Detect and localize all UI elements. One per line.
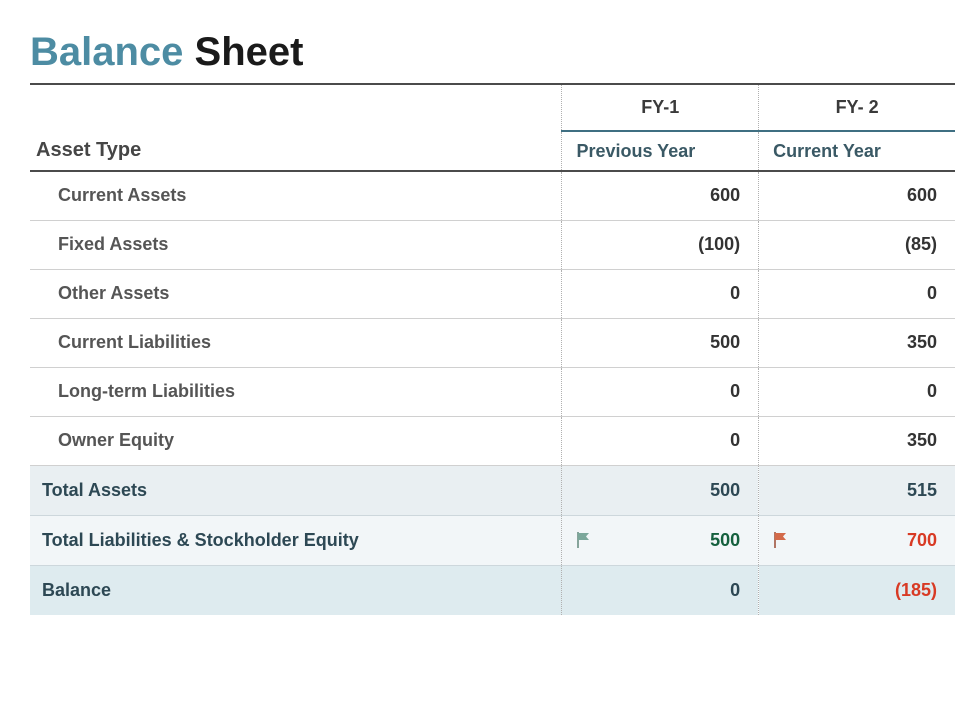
balance-fy2: (185) bbox=[759, 565, 955, 615]
row-fy1-value: 500 bbox=[562, 318, 759, 367]
flag-green-icon bbox=[576, 531, 592, 549]
flag-red-icon bbox=[773, 531, 789, 549]
row-label: Other Assets bbox=[30, 269, 562, 318]
row-label: Owner Equity bbox=[30, 416, 562, 465]
balance-label: Balance bbox=[30, 565, 562, 615]
row-fy2-value: 0 bbox=[759, 367, 955, 416]
row-fy1-value: (100) bbox=[562, 220, 759, 269]
table-row: Owner Equity0350 bbox=[30, 416, 955, 465]
header-empty bbox=[30, 85, 562, 131]
table-row: Current Liabilities500350 bbox=[30, 318, 955, 367]
row-total-liabilities-equity: Total Liabilities & Stockholder Equity 5… bbox=[30, 515, 955, 565]
title-word2: Sheet bbox=[195, 30, 304, 74]
tlse-fy1: 500 bbox=[562, 515, 759, 565]
row-fy2-value: 0 bbox=[759, 269, 955, 318]
row-label: Current Assets bbox=[30, 171, 562, 220]
row-label: Long-term Liabilities bbox=[30, 367, 562, 416]
tlse-label: Total Liabilities & Stockholder Equity bbox=[30, 515, 562, 565]
table-row: Other Assets00 bbox=[30, 269, 955, 318]
title-word1: Balance bbox=[30, 30, 183, 74]
table-row: Long-term Liabilities00 bbox=[30, 367, 955, 416]
tlse-fy2: 700 bbox=[759, 515, 955, 565]
total-assets-fy2: 515 bbox=[759, 465, 955, 515]
row-total-assets: Total Assets 500 515 bbox=[30, 465, 955, 515]
header-fy2-sub: Current Year bbox=[759, 131, 955, 171]
balance-fy1: 0 bbox=[562, 565, 759, 615]
row-fy2-value: 600 bbox=[759, 171, 955, 220]
table-row: Current Assets600600 bbox=[30, 171, 955, 220]
header-fy1: FY-1 bbox=[562, 85, 759, 131]
page-title: Balance Sheet bbox=[30, 30, 955, 75]
total-assets-label: Total Assets bbox=[30, 465, 562, 515]
row-fy1-value: 0 bbox=[562, 416, 759, 465]
row-fy2-value: 350 bbox=[759, 416, 955, 465]
row-label: Current Liabilities bbox=[30, 318, 562, 367]
header-asset-type: Asset Type bbox=[30, 131, 562, 171]
total-assets-fy1: 500 bbox=[562, 465, 759, 515]
header-fy2: FY- 2 bbox=[759, 85, 955, 131]
row-fy1-value: 0 bbox=[562, 367, 759, 416]
row-fy1-value: 600 bbox=[562, 171, 759, 220]
row-fy2-value: (85) bbox=[759, 220, 955, 269]
row-fy1-value: 0 bbox=[562, 269, 759, 318]
row-balance: Balance 0 (185) bbox=[30, 565, 955, 615]
row-label: Fixed Assets bbox=[30, 220, 562, 269]
table-row: Fixed Assets(100)(85) bbox=[30, 220, 955, 269]
balance-sheet-table: FY-1 FY- 2 Asset Type Previous Year Curr… bbox=[30, 85, 955, 615]
row-fy2-value: 350 bbox=[759, 318, 955, 367]
header-fy1-sub: Previous Year bbox=[562, 131, 759, 171]
